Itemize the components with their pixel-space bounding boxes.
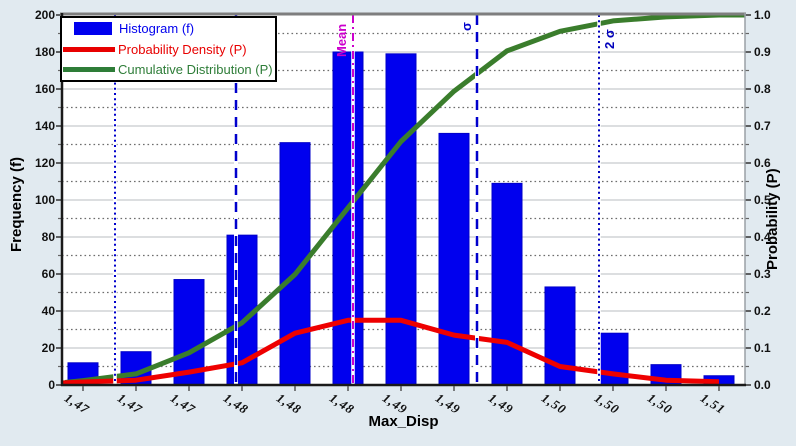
- y-right-tick-label: 1.0: [754, 8, 771, 22]
- y-right-tick-label: 0.9: [754, 45, 771, 59]
- y-left-tick-label: 20: [41, 341, 55, 355]
- y-right-tick-label: 0.2: [754, 304, 771, 318]
- legend-label-cumulative-distribution: Cumulative Distribution (P): [118, 62, 273, 78]
- histogram-swatch-icon: [74, 21, 112, 35]
- y-axis-title-right: Probability (P): [764, 168, 781, 270]
- legend-label-probability-density: Probability Density (P): [118, 41, 247, 57]
- y-left-tick-label: 0: [48, 378, 55, 392]
- y-left-tick-label: 180: [34, 45, 55, 59]
- legend-item-histogram: Histogram (f): [62, 18, 275, 39]
- y-right-tick-label: 0.5: [754, 193, 771, 207]
- y-right-tick-label: 0.8: [754, 82, 771, 96]
- legend-label-histogram: Histogram (f): [119, 20, 195, 36]
- y-right-tick-label: 0.1: [754, 341, 771, 355]
- y-right-tick-label: 0.7: [754, 119, 771, 133]
- y-left-tick-label: 140: [34, 119, 55, 133]
- y-left-tick-label: 40: [41, 304, 55, 318]
- cumulative-distribution-swatch-icon: [63, 67, 115, 73]
- y-left-tick-label: 200: [34, 8, 55, 22]
- y-left-tick-label: 100: [34, 193, 55, 207]
- y-right-tick-label: 0.3: [754, 267, 771, 281]
- plus-sigma-line-label: σ: [459, 22, 474, 31]
- y-left-tick-label: 80: [41, 230, 55, 244]
- probability-density-swatch-icon: [63, 46, 115, 52]
- y-left-tick-label: 120: [34, 156, 55, 170]
- y-left-tick-label: 60: [41, 267, 55, 281]
- plus-2-sigma-line-label: 2 σ: [602, 29, 617, 49]
- legend[interactable]: Histogram (f) Probability Density (P) Cu…: [60, 16, 277, 82]
- y-left-tick-label: 160: [34, 82, 55, 96]
- legend-item-cumulative-distribution: Cumulative Distribution (P): [62, 59, 275, 80]
- legend-item-probability-density: Probability Density (P): [62, 39, 275, 60]
- x-axis-title: Max_Disp: [368, 413, 439, 430]
- y-right-tick-label: 0.0: [754, 378, 771, 392]
- y-right-tick-label: 0.6: [754, 156, 771, 170]
- y-right-tick-label: 0.4: [754, 230, 771, 244]
- mean-line-label: Mean: [334, 23, 349, 57]
